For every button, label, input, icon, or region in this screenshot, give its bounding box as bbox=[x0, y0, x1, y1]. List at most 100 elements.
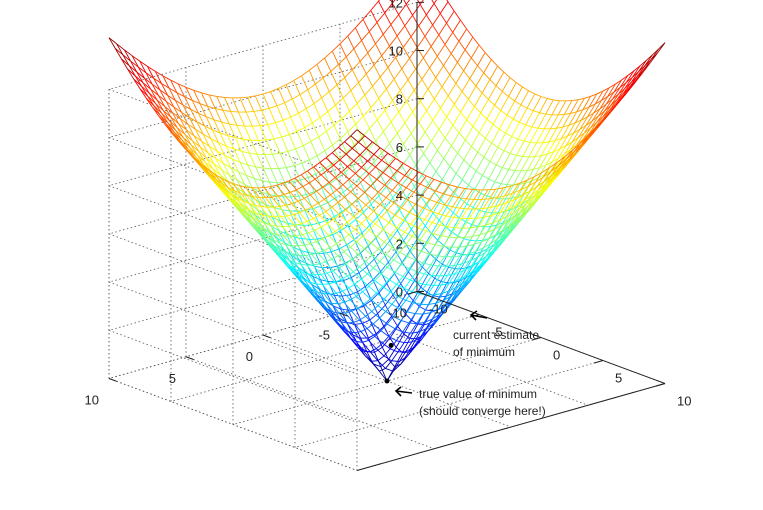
mesh-line bbox=[402, 162, 412, 169]
mesh-line bbox=[522, 142, 531, 157]
mesh-line bbox=[465, 271, 473, 282]
mesh-line bbox=[141, 85, 149, 97]
mesh-line bbox=[494, 91, 503, 106]
mesh-line bbox=[630, 71, 640, 83]
mesh-line bbox=[226, 145, 235, 150]
mesh-line bbox=[467, 251, 476, 255]
mesh-line bbox=[366, 258, 375, 267]
mesh-line bbox=[307, 218, 314, 222]
mesh-line bbox=[408, 322, 417, 325]
mesh-line bbox=[263, 187, 273, 198]
mesh-line bbox=[374, 250, 383, 260]
mesh-line bbox=[365, 355, 372, 362]
mesh-line bbox=[306, 264, 316, 276]
mesh-line bbox=[462, 261, 470, 272]
mesh-line bbox=[417, 322, 425, 333]
mesh-line bbox=[311, 288, 320, 300]
mesh-line bbox=[290, 116, 298, 132]
mesh-line bbox=[314, 265, 323, 269]
mesh-line bbox=[376, 172, 384, 180]
mesh-line bbox=[574, 109, 584, 124]
mesh-line bbox=[400, 256, 408, 265]
current-estimate-arrow bbox=[469, 310, 488, 321]
mesh-line bbox=[358, 73, 367, 83]
mesh-line bbox=[588, 103, 596, 108]
y-tick-mark bbox=[108, 378, 117, 382]
mesh-line bbox=[173, 106, 182, 113]
mesh-line bbox=[215, 157, 224, 164]
mesh-line bbox=[587, 103, 596, 117]
mesh-line bbox=[239, 97, 247, 113]
mesh-line bbox=[346, 275, 356, 285]
mesh-line bbox=[650, 48, 660, 60]
mesh-line bbox=[301, 272, 311, 283]
mesh-line bbox=[294, 225, 303, 235]
mesh-line bbox=[420, 183, 429, 197]
mesh-line bbox=[311, 254, 320, 265]
mesh-line bbox=[377, 360, 386, 369]
mesh-line bbox=[398, 239, 407, 245]
mesh-line bbox=[487, 222, 495, 233]
mesh-line bbox=[475, 156, 485, 172]
mesh-line bbox=[249, 210, 257, 214]
mesh-line bbox=[391, 351, 399, 362]
mesh-line bbox=[363, 303, 373, 312]
mesh-line bbox=[450, 186, 458, 197]
mesh-line bbox=[323, 250, 333, 260]
mesh-line bbox=[496, 187, 504, 198]
mesh-line bbox=[447, 1, 455, 12]
mesh-line bbox=[351, 204, 361, 212]
mesh-line bbox=[231, 97, 239, 113]
mesh-line bbox=[351, 339, 359, 348]
mesh-line bbox=[488, 228, 496, 239]
mesh-line bbox=[408, 271, 415, 281]
mesh-line bbox=[329, 84, 338, 92]
mesh-line bbox=[329, 293, 339, 304]
mesh-line bbox=[486, 105, 495, 120]
mesh-line bbox=[409, 323, 419, 339]
mesh-line bbox=[493, 212, 501, 223]
mesh-line bbox=[578, 125, 587, 138]
mesh-line bbox=[496, 164, 503, 169]
mesh-line bbox=[360, 328, 368, 332]
mesh-line bbox=[552, 167, 561, 175]
mesh-line bbox=[284, 98, 293, 104]
mesh-line bbox=[343, 302, 353, 312]
mesh-line bbox=[360, 278, 370, 287]
mesh-line bbox=[240, 211, 248, 218]
mesh-line bbox=[522, 195, 532, 202]
mesh-line bbox=[368, 223, 376, 231]
mesh-line bbox=[394, 352, 403, 367]
mesh-line bbox=[369, 313, 378, 321]
mesh-line bbox=[325, 301, 334, 313]
mesh-line bbox=[365, 311, 373, 317]
mesh-line bbox=[450, 41, 460, 54]
mesh-line bbox=[373, 267, 382, 275]
mesh-line bbox=[288, 259, 295, 263]
mesh-line bbox=[316, 238, 323, 243]
mesh-line bbox=[238, 171, 247, 176]
mesh-line bbox=[275, 250, 283, 257]
mesh-line bbox=[390, 14, 399, 25]
mesh-line bbox=[158, 115, 166, 125]
mesh-line bbox=[573, 119, 582, 134]
mesh-line bbox=[500, 96, 509, 111]
mesh-line bbox=[301, 69, 310, 77]
mesh-line bbox=[490, 205, 499, 208]
mesh-line bbox=[329, 178, 338, 185]
mesh-line bbox=[439, 1, 449, 14]
mesh-line bbox=[428, 294, 436, 305]
mesh-line bbox=[342, 234, 350, 240]
mesh-line bbox=[352, 157, 361, 166]
mesh-line bbox=[440, 280, 448, 284]
mesh-line bbox=[532, 96, 542, 111]
mesh-line bbox=[365, 198, 373, 206]
mesh-line bbox=[195, 158, 203, 165]
mesh-line bbox=[385, 247, 393, 255]
mesh-line bbox=[410, 36, 418, 48]
mesh-line bbox=[330, 64, 339, 72]
mesh-line bbox=[396, 122, 406, 134]
mesh-line bbox=[621, 75, 629, 81]
mesh-line bbox=[234, 190, 243, 201]
mesh-line bbox=[362, 179, 371, 187]
